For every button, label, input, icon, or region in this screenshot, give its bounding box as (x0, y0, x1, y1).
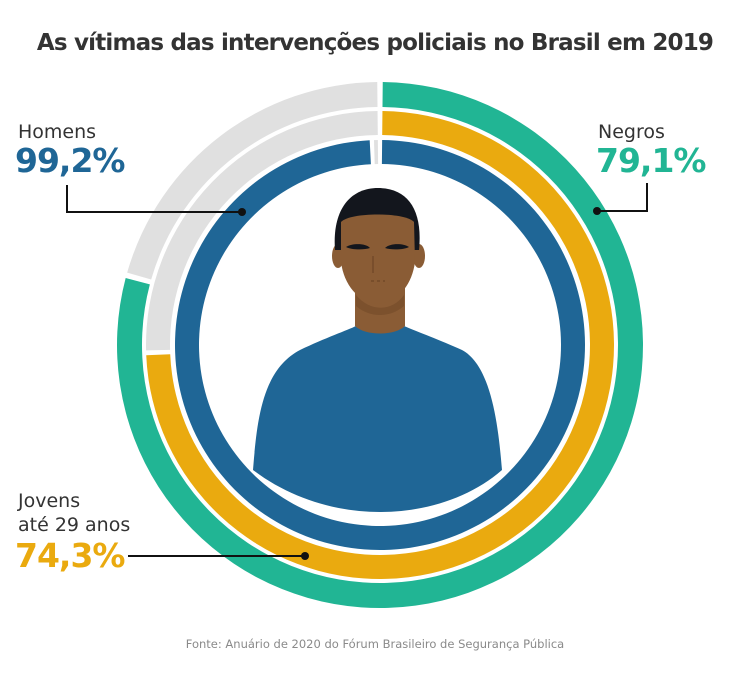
leader-dot-jovens (301, 552, 309, 560)
source-note: Fonte: Anuário de 2020 do Fórum Brasilei… (185, 637, 565, 651)
ring-track-inner (373, 140, 379, 165)
face (341, 214, 415, 304)
label-jovens-line1: Jovens (18, 490, 81, 512)
leader-dot-homens (238, 208, 246, 216)
leader-negros (597, 183, 648, 212)
value-negros: 79,1% (596, 141, 706, 180)
ring-track-outer (127, 82, 378, 280)
person-illustration (253, 188, 502, 512)
ring-track-middle (146, 111, 378, 351)
value-homens: 99,2% (15, 141, 125, 180)
left-eye (346, 244, 370, 250)
label-jovens-line2: até 29 anos (18, 514, 131, 536)
chart-title: As vítimas das intervenções policiais no… (36, 30, 714, 56)
leader-homens (66, 185, 242, 213)
label-negros: Negros (598, 121, 665, 143)
right-eye (385, 244, 409, 250)
label-homens: Homens (18, 121, 97, 143)
value-jovens: 74,3% (15, 536, 125, 575)
chin-shadow (356, 295, 404, 315)
leader-dot-negros (593, 207, 601, 215)
shirt (253, 326, 502, 512)
